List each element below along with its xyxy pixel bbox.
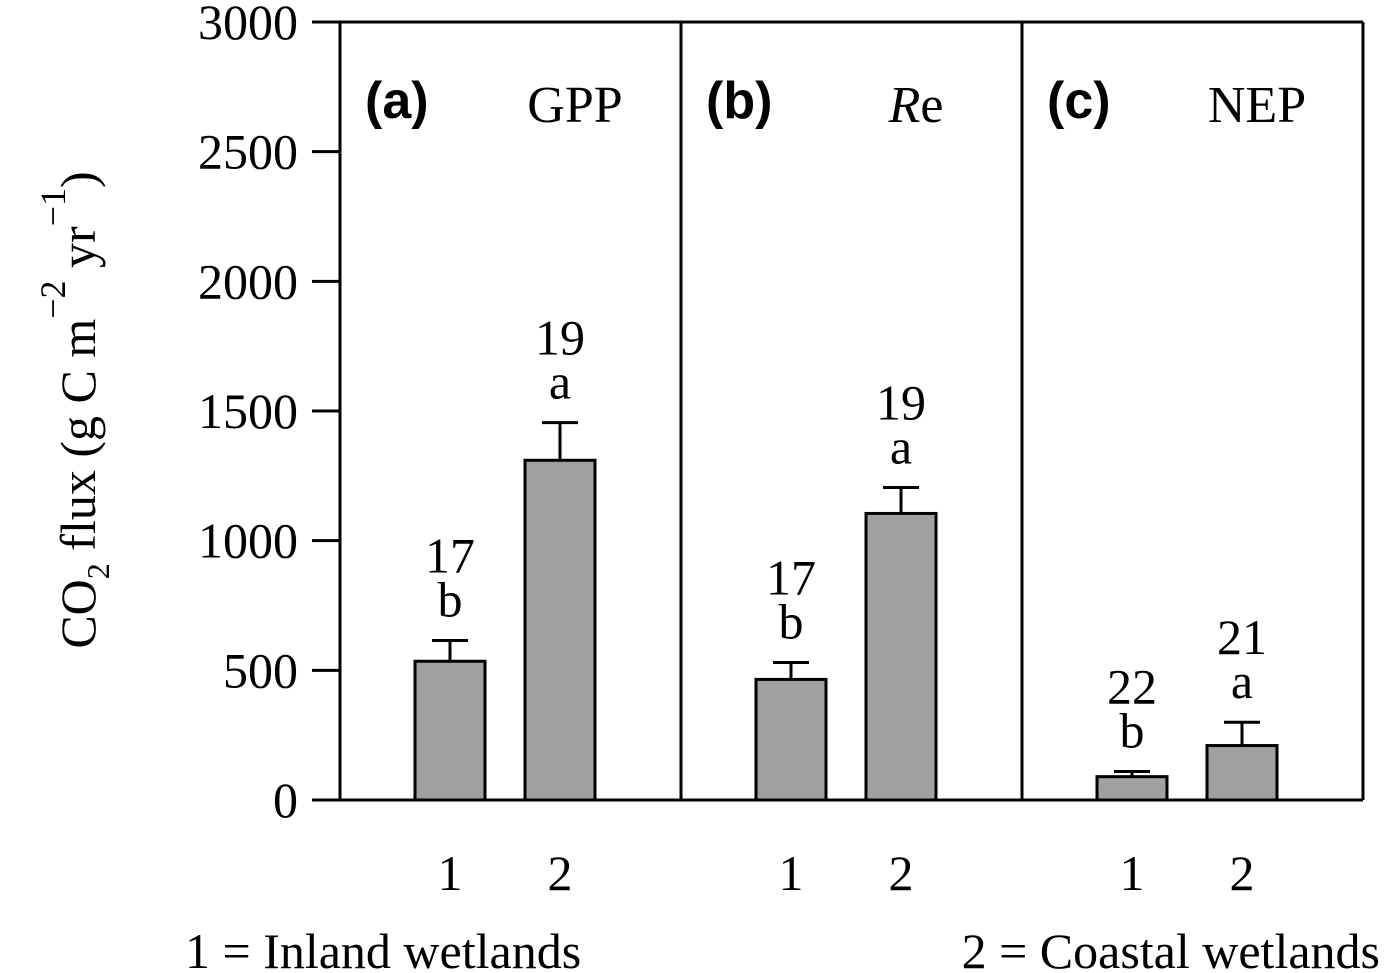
bar [1205,744,1279,802]
y-label-close: ) [50,171,106,188]
y-label-sub: 2 [80,563,116,579]
x-category-label: 2 [889,845,914,901]
panel-title-text: e [920,77,943,134]
sample-size-label: 19 [535,310,585,366]
bar [864,511,938,802]
sample-size-label: 19 [876,375,926,431]
x-category-label: 1 [438,845,463,901]
y-label-co: CO [50,579,106,648]
x-category-label: 2 [1230,845,1255,901]
axes [312,20,1365,802]
bar [413,659,487,802]
x-category-label: 1 [1120,845,1145,901]
significance-letter: b [438,572,463,628]
y-tick-label: 1000 [198,513,298,569]
y-label-sup1: −2 [33,280,73,318]
y-tick-label: 500 [223,642,298,698]
y-tick-label: 2500 [198,124,298,180]
y-tick-label: 0 [273,772,298,828]
bar [1095,775,1169,802]
significance-letter: a [1231,653,1253,709]
significance-letter: b [779,594,804,650]
panel-title-italic: R [888,77,921,134]
significance-letter: b [1120,702,1145,758]
panel-tag: (c) [1047,72,1111,130]
panel-title: NEP [1208,77,1306,134]
panel-title: Re [888,77,944,134]
y-tick-label: 2000 [198,253,298,309]
legend-inland: 1 = Inland wetlands [185,923,581,973]
significance-letter: a [549,354,571,410]
y-label-flux: flux (g C m [50,319,106,564]
x-category-label: 1 [779,845,804,901]
y-tick-label: 1500 [198,383,298,439]
significance-letter: a [890,419,912,475]
sample-size-label: 22 [1107,658,1157,714]
y-label-yr: yr [50,226,106,281]
legend-coastal: 2 = Coastal wetlands [962,923,1380,973]
y-tick-label: 3000 [198,0,298,50]
sample-size-label: 21 [1217,609,1267,665]
bars [413,421,1279,802]
panel-tag: (a) [365,72,429,130]
panel-title-text: NEP [1208,77,1306,134]
panel-title-text: GPP [527,77,622,134]
x-category-label: 2 [548,845,573,901]
bar [754,677,828,802]
panel-title: GPP [527,77,622,134]
sample-size-label: 17 [766,550,816,606]
panel-tag: (b) [706,72,772,130]
y-label-sup2: −1 [33,188,73,226]
y-axis-label: CO2 flux (g C m−2 yr−1) [33,171,116,648]
sample-size-label: 17 [425,528,475,584]
bar [523,458,597,802]
